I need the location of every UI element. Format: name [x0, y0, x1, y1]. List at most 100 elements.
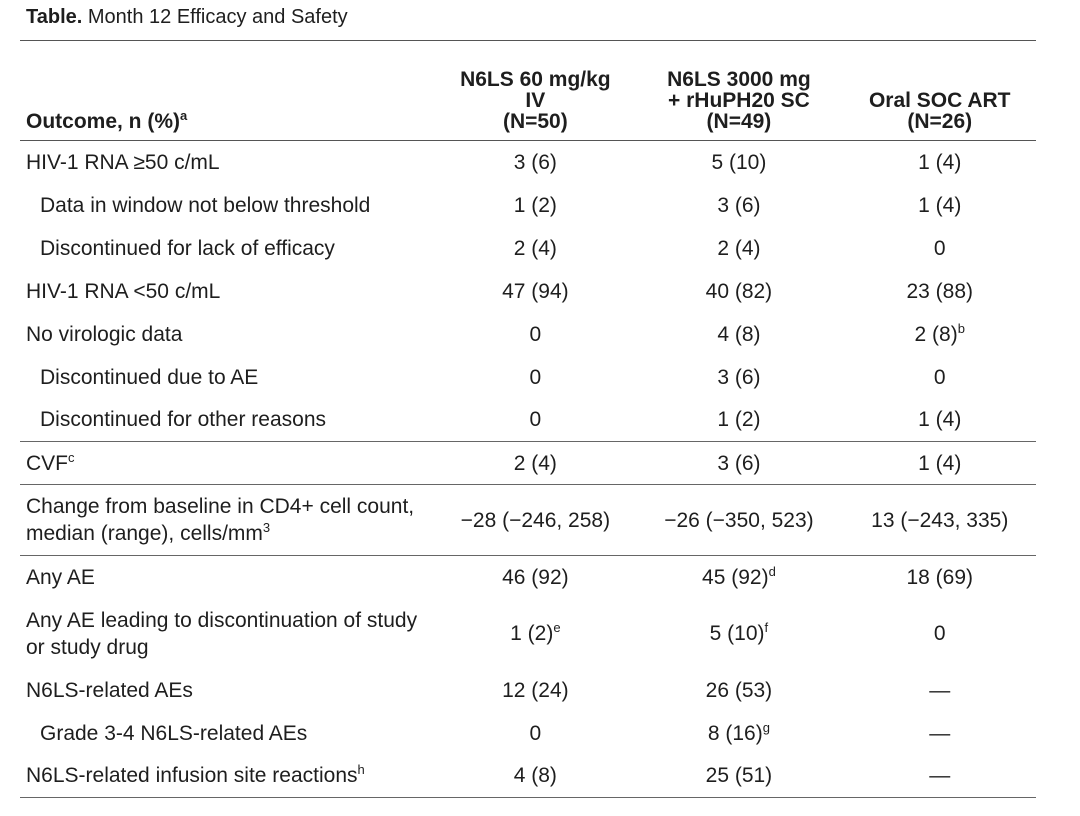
cell-text: 0	[933, 622, 946, 645]
cell-text: 0	[933, 236, 946, 260]
table-header: Outcome, n (%)a N6LS 60 mg/kg IV (N=50) N6LS…	[20, 40, 1036, 141]
header-line: N6LS 3000 mg	[667, 68, 811, 91]
footnote-mark: e	[553, 620, 561, 635]
value-cell: 3 (6)	[634, 442, 843, 485]
cell-text: Discontinued due to AE	[40, 365, 259, 389]
cell-text: 2 (8)	[914, 322, 958, 346]
header-line: (N=26)	[907, 110, 973, 133]
table-row: N6LS-related AEs 12 (24) 26 (53) —	[20, 669, 1036, 712]
value-cell: −26 (−350, 523)	[634, 485, 843, 556]
cell-text: Data in window not below threshold	[40, 193, 371, 217]
value-cell: 46 (92)	[436, 556, 634, 599]
cell-text: 3 (6)	[513, 150, 557, 174]
cell-text: 1 (4)	[918, 408, 962, 432]
cell-text: Change from baseline in CD4+ cell count,…	[26, 495, 415, 545]
cell-text: 1 (2)	[510, 622, 554, 645]
value-cell: 1 (2)	[436, 184, 634, 227]
cell-text: 40 (82)	[705, 279, 773, 303]
value-cell: −28 (−246, 258)	[436, 485, 634, 556]
row-label: Change from baseline in CD4+ cell count,…	[20, 485, 436, 556]
value-cell: 23 (88)	[843, 270, 1036, 313]
value-cell: 0	[436, 399, 634, 442]
cell-text: Discontinued for lack of efficacy	[40, 236, 335, 260]
cell-text: 1 (2)	[717, 408, 761, 432]
cell-text: Any AE	[26, 565, 95, 589]
cell-text: —	[929, 678, 951, 702]
header-row: Outcome, n (%)a N6LS 60 mg/kg IV (N=50) N6LS…	[20, 40, 1036, 141]
cell-text: N6LS-related infusion site reactions	[26, 764, 358, 788]
footnote-mark: a	[180, 108, 188, 123]
cell-text: Any AE leading to discontinuation of stu…	[26, 608, 418, 659]
header-line: N6LS 60 mg/kg	[460, 68, 611, 91]
table-row: Discontinued for other reasons 0 1 (2) 1 (4…	[20, 399, 1036, 442]
value-cell: 2 (8)b	[843, 313, 1036, 356]
row-label: Any AE leading to discontinuation of stu…	[20, 599, 436, 669]
cell-text: 3 (6)	[717, 365, 761, 389]
cell-text: 2 (4)	[513, 451, 557, 475]
row-label: N6LS-related AEs	[20, 669, 436, 712]
caption-label: Table.	[26, 6, 83, 28]
row-label: N6LS-related infusion site reactionsh	[20, 755, 436, 798]
value-cell: 3 (6)	[436, 141, 634, 184]
cell-text: HIV-1 RNA <50 c/mL	[26, 279, 221, 303]
table-row: HIV-1 RNA <50 c/mL 47 (94) 40 (82) 23 (88)	[20, 270, 1036, 313]
cell-text: 3 (6)	[717, 193, 761, 217]
value-cell: 0	[843, 599, 1036, 669]
value-cell: —	[843, 712, 1036, 755]
cell-text: 4 (8)	[717, 322, 761, 346]
cell-text: 1 (4)	[918, 193, 962, 217]
table-row: CVFc 2 (4) 3 (6) 1 (4)	[20, 442, 1036, 485]
cell-text: 2 (4)	[717, 236, 761, 260]
cell-text: N6LS-related AEs	[26, 678, 193, 702]
row-label: Data in window not below threshold	[20, 184, 436, 227]
row-label: Discontinued for lack of efficacy	[20, 227, 436, 270]
cell-text: 1 (4)	[918, 150, 962, 174]
header-line: Outcome, n (%)	[26, 110, 181, 133]
value-cell: 5 (10)f	[634, 599, 843, 669]
row-label: Any AE	[20, 556, 436, 599]
table-row: Data in window not below threshold 1 (2) 3…	[20, 184, 1036, 227]
cell-text: 0	[529, 322, 542, 346]
table-row: No virologic data 0 4 (8) 2 (8)b	[20, 313, 1036, 356]
value-cell: 0	[436, 356, 634, 399]
cell-text: 1 (2)	[513, 193, 557, 217]
value-cell: 1 (2)e	[436, 599, 634, 669]
value-cell: 1 (4)	[843, 442, 1036, 485]
table-row: Change from baseline in CD4+ cell count,…	[20, 485, 1036, 556]
cell-text: HIV-1 RNA ≥50 c/mL	[26, 150, 220, 174]
cell-text: 18 (69)	[906, 565, 973, 589]
row-label: Grade 3-4 N6LS-related AEs	[20, 712, 436, 755]
header-line: + rHuPH20 SC	[668, 89, 810, 112]
value-cell: 8 (16)g	[634, 712, 843, 755]
cell-text: —	[929, 764, 951, 788]
cell-text: 12 (24)	[502, 678, 569, 702]
cell-text: 0	[933, 365, 946, 389]
footnote-mark: g	[762, 719, 770, 735]
row-label: No virologic data	[20, 313, 436, 356]
cell-text: 13 (−243, 335)	[871, 508, 1009, 532]
header-line: (N=50)	[502, 110, 568, 133]
cell-text: No virologic data	[26, 322, 183, 346]
value-cell: 18 (69)	[843, 556, 1036, 599]
value-cell: 0	[436, 313, 634, 356]
cell-text: 2 (4)	[513, 236, 557, 260]
value-cell: 26 (53)	[634, 669, 843, 712]
table-row: Discontinued for lack of efficacy 2 (4) 2 …	[20, 227, 1036, 270]
cell-text: −26 (−350, 523)	[664, 508, 814, 532]
value-cell: 4 (8)	[436, 755, 634, 798]
cell-text: 3 (6)	[717, 451, 761, 475]
table-row: Any AE 46 (92) 45 (92)d 18 (69)	[20, 556, 1036, 599]
value-cell: 1 (4)	[843, 399, 1036, 442]
footnote-mark: b	[957, 320, 965, 336]
cell-text: 47 (94)	[502, 279, 569, 303]
value-cell: 40 (82)	[634, 270, 843, 313]
table-caption: Table. Month 12 Efficacy and Safety	[26, 6, 348, 29]
value-cell: 1 (4)	[843, 141, 1036, 184]
cell-text: 46 (92)	[502, 565, 569, 589]
footnote-mark: d	[768, 563, 776, 579]
row-label: HIV-1 RNA <50 c/mL	[20, 270, 436, 313]
cell-text: 0	[529, 408, 542, 432]
row-group: HIV-1 RNA ≥50 c/mL 3 (6) 5 (10) 1 (4) Data i…	[20, 140, 1036, 442]
value-cell: 12 (24)	[436, 669, 634, 712]
